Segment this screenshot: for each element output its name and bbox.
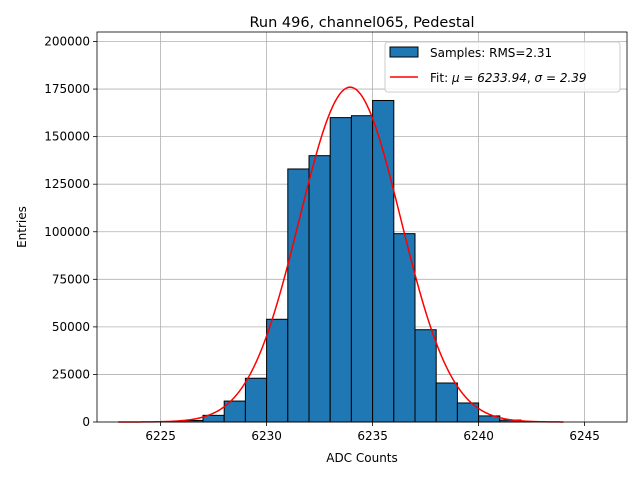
- histogram-bar: [267, 319, 288, 422]
- legend-fit-separator: ,: [527, 71, 535, 85]
- histogram-bar: [245, 378, 266, 422]
- histogram-bar: [330, 118, 351, 422]
- legend-swatch-samples: [390, 47, 418, 57]
- x-tick-label: 6230: [251, 429, 282, 443]
- x-tick-label: 6240: [463, 429, 494, 443]
- legend-fit-sigma: σ = 2.39: [535, 71, 587, 85]
- y-tick-label: 125000: [44, 177, 90, 191]
- x-tick-label: 6235: [357, 429, 388, 443]
- y-tick-label: 200000: [44, 35, 90, 49]
- y-tick-label: 100000: [44, 225, 90, 239]
- histogram-bar: [436, 383, 457, 422]
- y-tick-label: 150000: [44, 130, 90, 144]
- legend-label-fit: Fit: μ = 6233.94, σ = 2.39: [430, 71, 587, 85]
- legend-fit-prefix: Fit:: [430, 71, 452, 85]
- y-tick-label: 50000: [52, 320, 90, 334]
- y-tick-label: 75000: [52, 272, 90, 286]
- x-axis-label: ADC Counts: [326, 451, 398, 465]
- y-tick-label: 25000: [52, 367, 90, 381]
- legend-fit-mu: μ = 6233.94: [451, 71, 527, 85]
- chart-title: Run 496, channel065, Pedestal: [249, 15, 474, 31]
- legend-label-samples: Samples: RMS=2.31: [430, 46, 552, 60]
- y-tick-label: 0: [82, 415, 90, 429]
- x-tick-label: 6245: [569, 429, 600, 443]
- histogram-bar: [415, 330, 436, 422]
- y-tick-label: 175000: [44, 82, 90, 96]
- legend: Samples: RMS=2.31 Fit: μ = 6233.94, σ = …: [385, 42, 620, 92]
- x-tick-label: 6225: [145, 429, 176, 443]
- histogram-bar: [373, 100, 394, 422]
- histogram-bar: [288, 169, 309, 422]
- y-axis-label: Entries: [15, 206, 29, 248]
- histogram-bar: [309, 156, 330, 422]
- y-axis-ticks: 0 25000 50000 75000 100000 125000 150000 175000…: [44, 35, 97, 429]
- histogram-bar: [351, 116, 372, 422]
